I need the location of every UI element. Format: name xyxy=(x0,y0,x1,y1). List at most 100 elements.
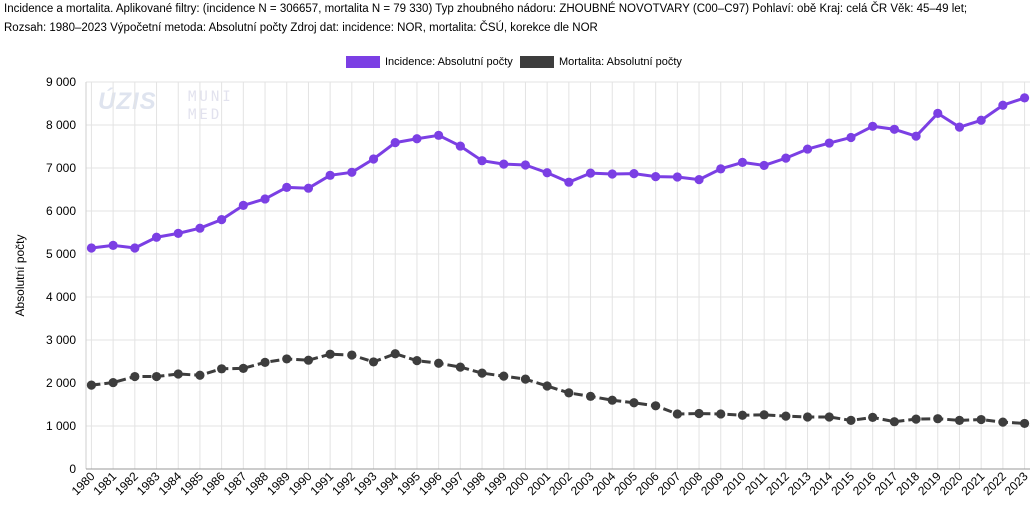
x-tick-label: 1994 xyxy=(373,469,402,498)
med-logo-text: MED xyxy=(188,107,223,123)
data-point-series-1 xyxy=(260,357,270,367)
x-tick-label: 1999 xyxy=(481,469,510,498)
data-point-series-1 xyxy=(998,417,1008,427)
data-point-series-0 xyxy=(347,167,357,177)
x-tick-label: 1986 xyxy=(199,469,228,498)
data-point-series-1 xyxy=(694,408,704,419)
y-tick-label: 5 000 xyxy=(46,247,76,261)
x-tick-label: 1993 xyxy=(351,469,380,498)
data-point-series-0 xyxy=(434,130,444,140)
data-point-series-0 xyxy=(759,160,769,171)
data-point-series-0 xyxy=(195,223,205,233)
data-point-series-1 xyxy=(911,414,921,424)
data-point-series-1 xyxy=(86,380,97,390)
x-tick-label: 2021 xyxy=(959,469,988,498)
data-point-series-0 xyxy=(716,164,726,174)
data-point-series-0 xyxy=(954,122,965,132)
data-point-series-1 xyxy=(868,412,878,422)
x-tick-label: 1997 xyxy=(438,469,467,498)
x-tick-label: 1988 xyxy=(242,469,271,498)
data-point-series-1 xyxy=(173,369,183,379)
x-tick-label: 1996 xyxy=(416,469,445,498)
y-tick-label: 9 000 xyxy=(46,75,76,89)
data-point-series-0 xyxy=(151,232,162,242)
data-point-series-1 xyxy=(434,358,444,368)
data-point-series-0 xyxy=(455,141,465,151)
y-tick-label: 3 000 xyxy=(46,333,76,347)
y-tick-label: 7 000 xyxy=(46,161,76,175)
data-point-series-0 xyxy=(390,138,400,148)
data-point-series-1 xyxy=(130,371,140,382)
x-tick-label: 2011 xyxy=(742,469,770,497)
data-point-series-0 xyxy=(477,156,487,166)
y-tick-label: 8 000 xyxy=(46,118,76,132)
data-point-series-1 xyxy=(368,357,379,367)
data-point-series-1 xyxy=(651,401,661,411)
chart-legend: Incidence: Absolutní počty Mortalita: Ab… xyxy=(0,56,1036,76)
data-point-series-1 xyxy=(824,412,834,422)
filter-description-line-1: Incidence a mortalita. Aplikované filtry… xyxy=(4,3,968,15)
data-point-series-0 xyxy=(846,132,856,143)
data-point-series-1 xyxy=(238,363,248,373)
x-tick-label: 1995 xyxy=(394,469,423,498)
data-point-series-1 xyxy=(542,381,552,391)
x-tick-label: 2015 xyxy=(828,469,857,498)
data-point-series-0 xyxy=(499,159,509,169)
x-tick-label: 2006 xyxy=(633,469,662,498)
x-tick-label: 1985 xyxy=(177,469,206,498)
legend-label-incidence: Incidence: Absolutní počty xyxy=(385,56,513,68)
muni-logo-text: MUNI xyxy=(188,89,234,105)
data-point-series-0 xyxy=(585,168,596,178)
x-tick-label: 2018 xyxy=(893,469,922,498)
data-point-series-1 xyxy=(629,398,639,408)
filter-description-line-2: Rozsah: 1980–2023 Výpočetní metoda: Abso… xyxy=(4,22,598,34)
data-point-series-1 xyxy=(151,371,162,382)
data-point-series-1 xyxy=(347,350,357,360)
data-point-series-1 xyxy=(672,409,682,419)
x-tick-label: 1992 xyxy=(329,469,358,498)
data-point-series-0 xyxy=(542,168,552,178)
data-point-series-0 xyxy=(108,240,118,250)
data-point-series-0 xyxy=(629,168,639,179)
data-point-series-0 xyxy=(933,108,943,118)
x-tick-label: 2002 xyxy=(546,469,575,498)
data-point-series-1 xyxy=(108,377,118,388)
data-point-series-1 xyxy=(781,411,791,421)
data-point-series-0 xyxy=(868,121,878,131)
x-tick-label: 2019 xyxy=(915,469,944,498)
data-point-series-1 xyxy=(1019,418,1030,429)
x-tick-label: 2000 xyxy=(503,469,532,498)
data-point-series-1 xyxy=(759,410,769,420)
data-point-series-1 xyxy=(585,391,596,401)
data-point-series-0 xyxy=(781,153,791,163)
data-point-series-0 xyxy=(976,115,986,125)
data-point-series-1 xyxy=(325,349,335,359)
muni-med-logo-watermark: MUNI MED xyxy=(188,88,234,124)
chart-header: Incidence a mortalita. Aplikované filtry… xyxy=(4,0,1032,38)
data-point-series-0 xyxy=(130,243,140,253)
data-point-series-0 xyxy=(824,138,834,148)
x-tick-label: 1989 xyxy=(264,469,293,498)
data-point-series-0 xyxy=(173,228,183,238)
data-point-series-0 xyxy=(889,124,899,134)
y-axis-title: Absolutní počty xyxy=(13,234,27,316)
data-point-series-0 xyxy=(303,183,314,193)
x-tick-label: 2008 xyxy=(676,469,705,498)
series-line-1 xyxy=(91,352,1025,425)
x-tick-label: 1983 xyxy=(134,469,163,498)
data-point-series-0 xyxy=(737,157,748,168)
x-tick-label: 1990 xyxy=(286,469,315,498)
data-point-series-0 xyxy=(1019,93,1030,103)
legend-swatch-incidence xyxy=(346,56,380,68)
data-point-series-1 xyxy=(846,415,856,426)
x-tick-label: 2014 xyxy=(807,469,836,498)
x-tick-label: 2003 xyxy=(568,469,597,498)
legend-item-incidence[interactable]: Incidence: Absolutní počty xyxy=(346,56,513,68)
x-tick-label: 2022 xyxy=(980,469,1009,498)
data-point-series-0 xyxy=(607,169,617,179)
data-point-series-1 xyxy=(802,412,813,422)
data-point-series-0 xyxy=(564,177,574,187)
legend-item-mortalita[interactable]: Mortalita: Absolutní počty xyxy=(520,56,682,68)
x-tick-label: 1998 xyxy=(459,469,488,498)
